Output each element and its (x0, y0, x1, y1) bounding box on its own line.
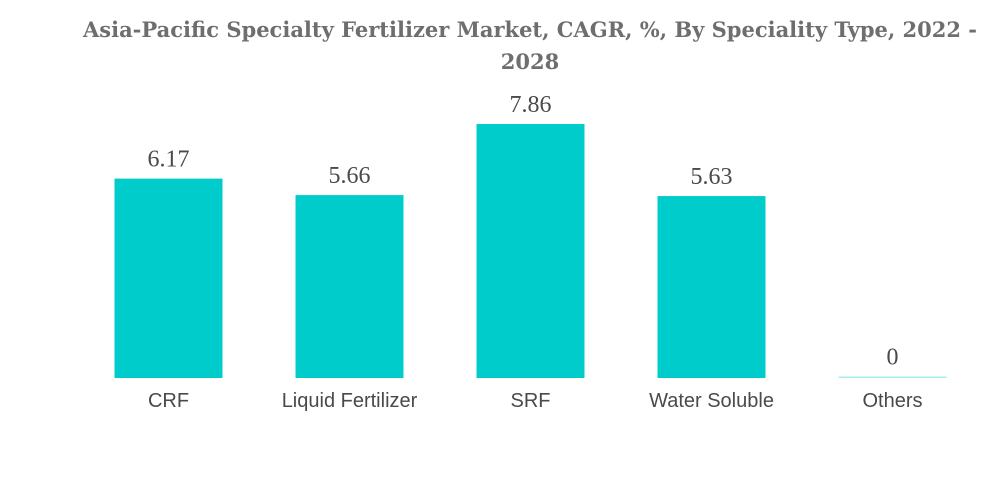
data-label-others: 0 (887, 345, 899, 371)
x-axis-tick-labels: CRF Liquid Fertilizer SRF Water Soluble Othe… (148, 390, 923, 412)
value-labels-group: 6.17 5.66 7.86 5.63 0 (148, 92, 899, 371)
chart-title: Asia-Pacific Specialty Fertilizer Market… (82, 17, 978, 74)
bar-liquid-fertilizer (295, 195, 404, 378)
data-label-crf: 6.17 (148, 147, 190, 173)
x-tick-label-crf: CRF (148, 390, 189, 412)
x-tick-label-liquid-fertilizer: Liquid Fertilizer (282, 390, 418, 412)
x-tick-label-water-soluble: Water Soluble (649, 390, 774, 412)
bar-water-soluble (657, 196, 766, 378)
data-label-liquid-fertilizer: 5.66 (329, 163, 371, 189)
bar-others (838, 376, 947, 378)
data-label-water-soluble: 5.63 (691, 164, 733, 190)
bar-crf (114, 178, 223, 378)
x-tick-label-others: Others (862, 390, 922, 412)
data-label-srf: 7.86 (510, 92, 552, 118)
bar-srf (476, 124, 585, 378)
bars-group (114, 124, 947, 378)
x-tick-label-srf: SRF (511, 390, 551, 412)
